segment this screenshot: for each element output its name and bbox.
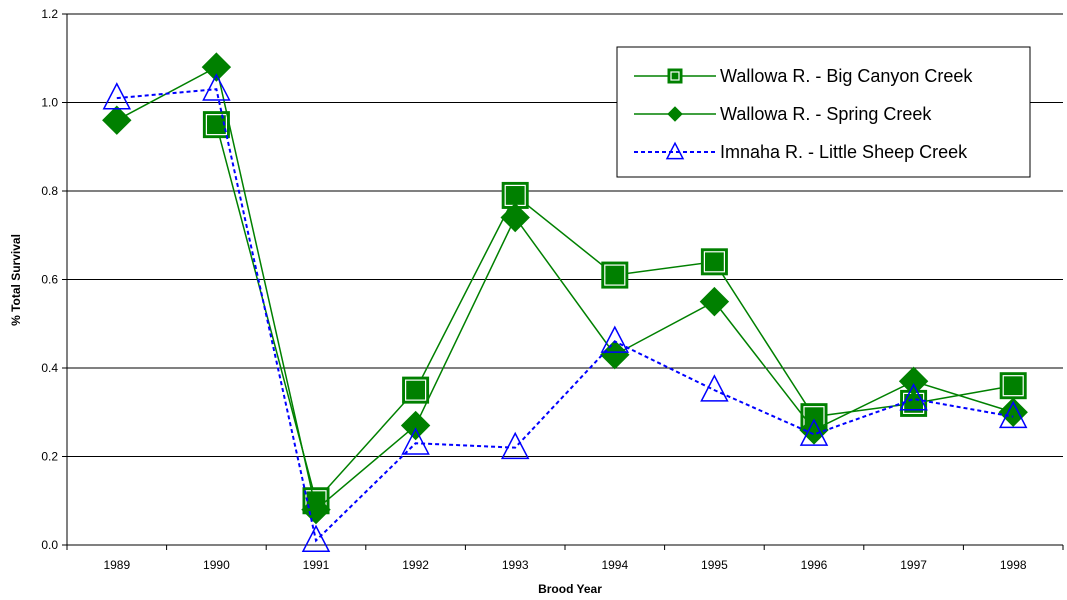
diamond-marker bbox=[102, 105, 132, 135]
legend-item: Wallowa R. - Big Canyon Creek bbox=[634, 66, 973, 86]
legend-label: Imnaha R. - Little Sheep Creek bbox=[720, 142, 968, 162]
triangle-marker bbox=[102, 82, 132, 110]
triangle-marker bbox=[899, 383, 928, 411]
diamond-marker bbox=[400, 410, 431, 441]
diamond-marker bbox=[667, 106, 683, 122]
diamond-marker bbox=[500, 202, 530, 233]
series-line bbox=[116, 65, 1014, 511]
series-line bbox=[116, 88, 1014, 543]
series-layer bbox=[102, 52, 1028, 553]
x-tick-label: 1995 bbox=[701, 558, 728, 572]
x-tick-label: 1992 bbox=[402, 558, 429, 572]
square-marker bbox=[202, 111, 230, 139]
series-1 bbox=[202, 111, 1027, 515]
y-tick-label: 0.4 bbox=[41, 361, 58, 375]
triangle-marker bbox=[500, 431, 530, 460]
x-tick-label: 1994 bbox=[601, 558, 628, 572]
square-marker bbox=[667, 68, 683, 84]
y-tick-label: 1.0 bbox=[41, 96, 58, 110]
x-tick-label: 1990 bbox=[203, 558, 230, 572]
triangle-marker bbox=[301, 524, 331, 553]
diamond-marker bbox=[799, 415, 829, 445]
triangle-marker bbox=[998, 400, 1028, 429]
x-tick-label: 1997 bbox=[900, 558, 927, 572]
triangle-marker bbox=[202, 73, 231, 101]
y-tick-label: 0.6 bbox=[41, 273, 58, 287]
x-tick-label: 1989 bbox=[103, 558, 130, 572]
square-marker bbox=[402, 376, 430, 404]
x-axis-title: Brood Year bbox=[538, 582, 602, 596]
square-marker bbox=[999, 372, 1027, 400]
x-tick-label: 1991 bbox=[303, 558, 330, 572]
diamond-marker bbox=[699, 286, 730, 317]
x-tick-label: 1993 bbox=[502, 558, 529, 572]
y-tick-label: 1.2 bbox=[41, 7, 58, 21]
y-tick-label: 0.8 bbox=[41, 184, 58, 198]
x-tick-label: 1996 bbox=[801, 558, 828, 572]
square-marker bbox=[601, 261, 629, 289]
y-tick-label: 0.0 bbox=[41, 538, 58, 552]
diamond-marker bbox=[301, 494, 331, 525]
legend-box bbox=[616, 46, 1031, 178]
series-3 bbox=[102, 73, 1028, 553]
triangle-marker bbox=[665, 141, 685, 160]
legend-label: Wallowa R. - Big Canyon Creek bbox=[720, 66, 973, 86]
legend-label: Wallowa R. - Spring Creek bbox=[720, 104, 932, 124]
legend: Wallowa R. - Big Canyon Creek Wallowa R. … bbox=[616, 46, 1031, 178]
diamond-marker bbox=[998, 397, 1028, 427]
diamond-marker bbox=[898, 366, 929, 396]
legend-item: Wallowa R. - Spring Creek bbox=[634, 104, 932, 124]
triangle-marker bbox=[600, 325, 630, 353]
triangle-marker bbox=[700, 374, 729, 402]
axes: 0.0 0.2 0.4 0.6 0.8 1.0 1.2 1989 1990 1991 1992 199… bbox=[41, 7, 1064, 572]
y-axis-title: % Total Survival bbox=[9, 234, 23, 326]
square-marker bbox=[700, 248, 728, 276]
triangle-marker bbox=[401, 427, 430, 455]
triangle-marker bbox=[799, 418, 829, 446]
square-marker bbox=[501, 181, 529, 209]
gridlines bbox=[67, 13, 1063, 457]
legend-item: Imnaha R. - Little Sheep Creek bbox=[634, 141, 968, 162]
x-tick-label: 1998 bbox=[1000, 558, 1027, 572]
y-tick-label: 0.2 bbox=[41, 450, 58, 464]
series-line bbox=[215, 124, 1014, 503]
diamond-marker bbox=[201, 52, 232, 82]
